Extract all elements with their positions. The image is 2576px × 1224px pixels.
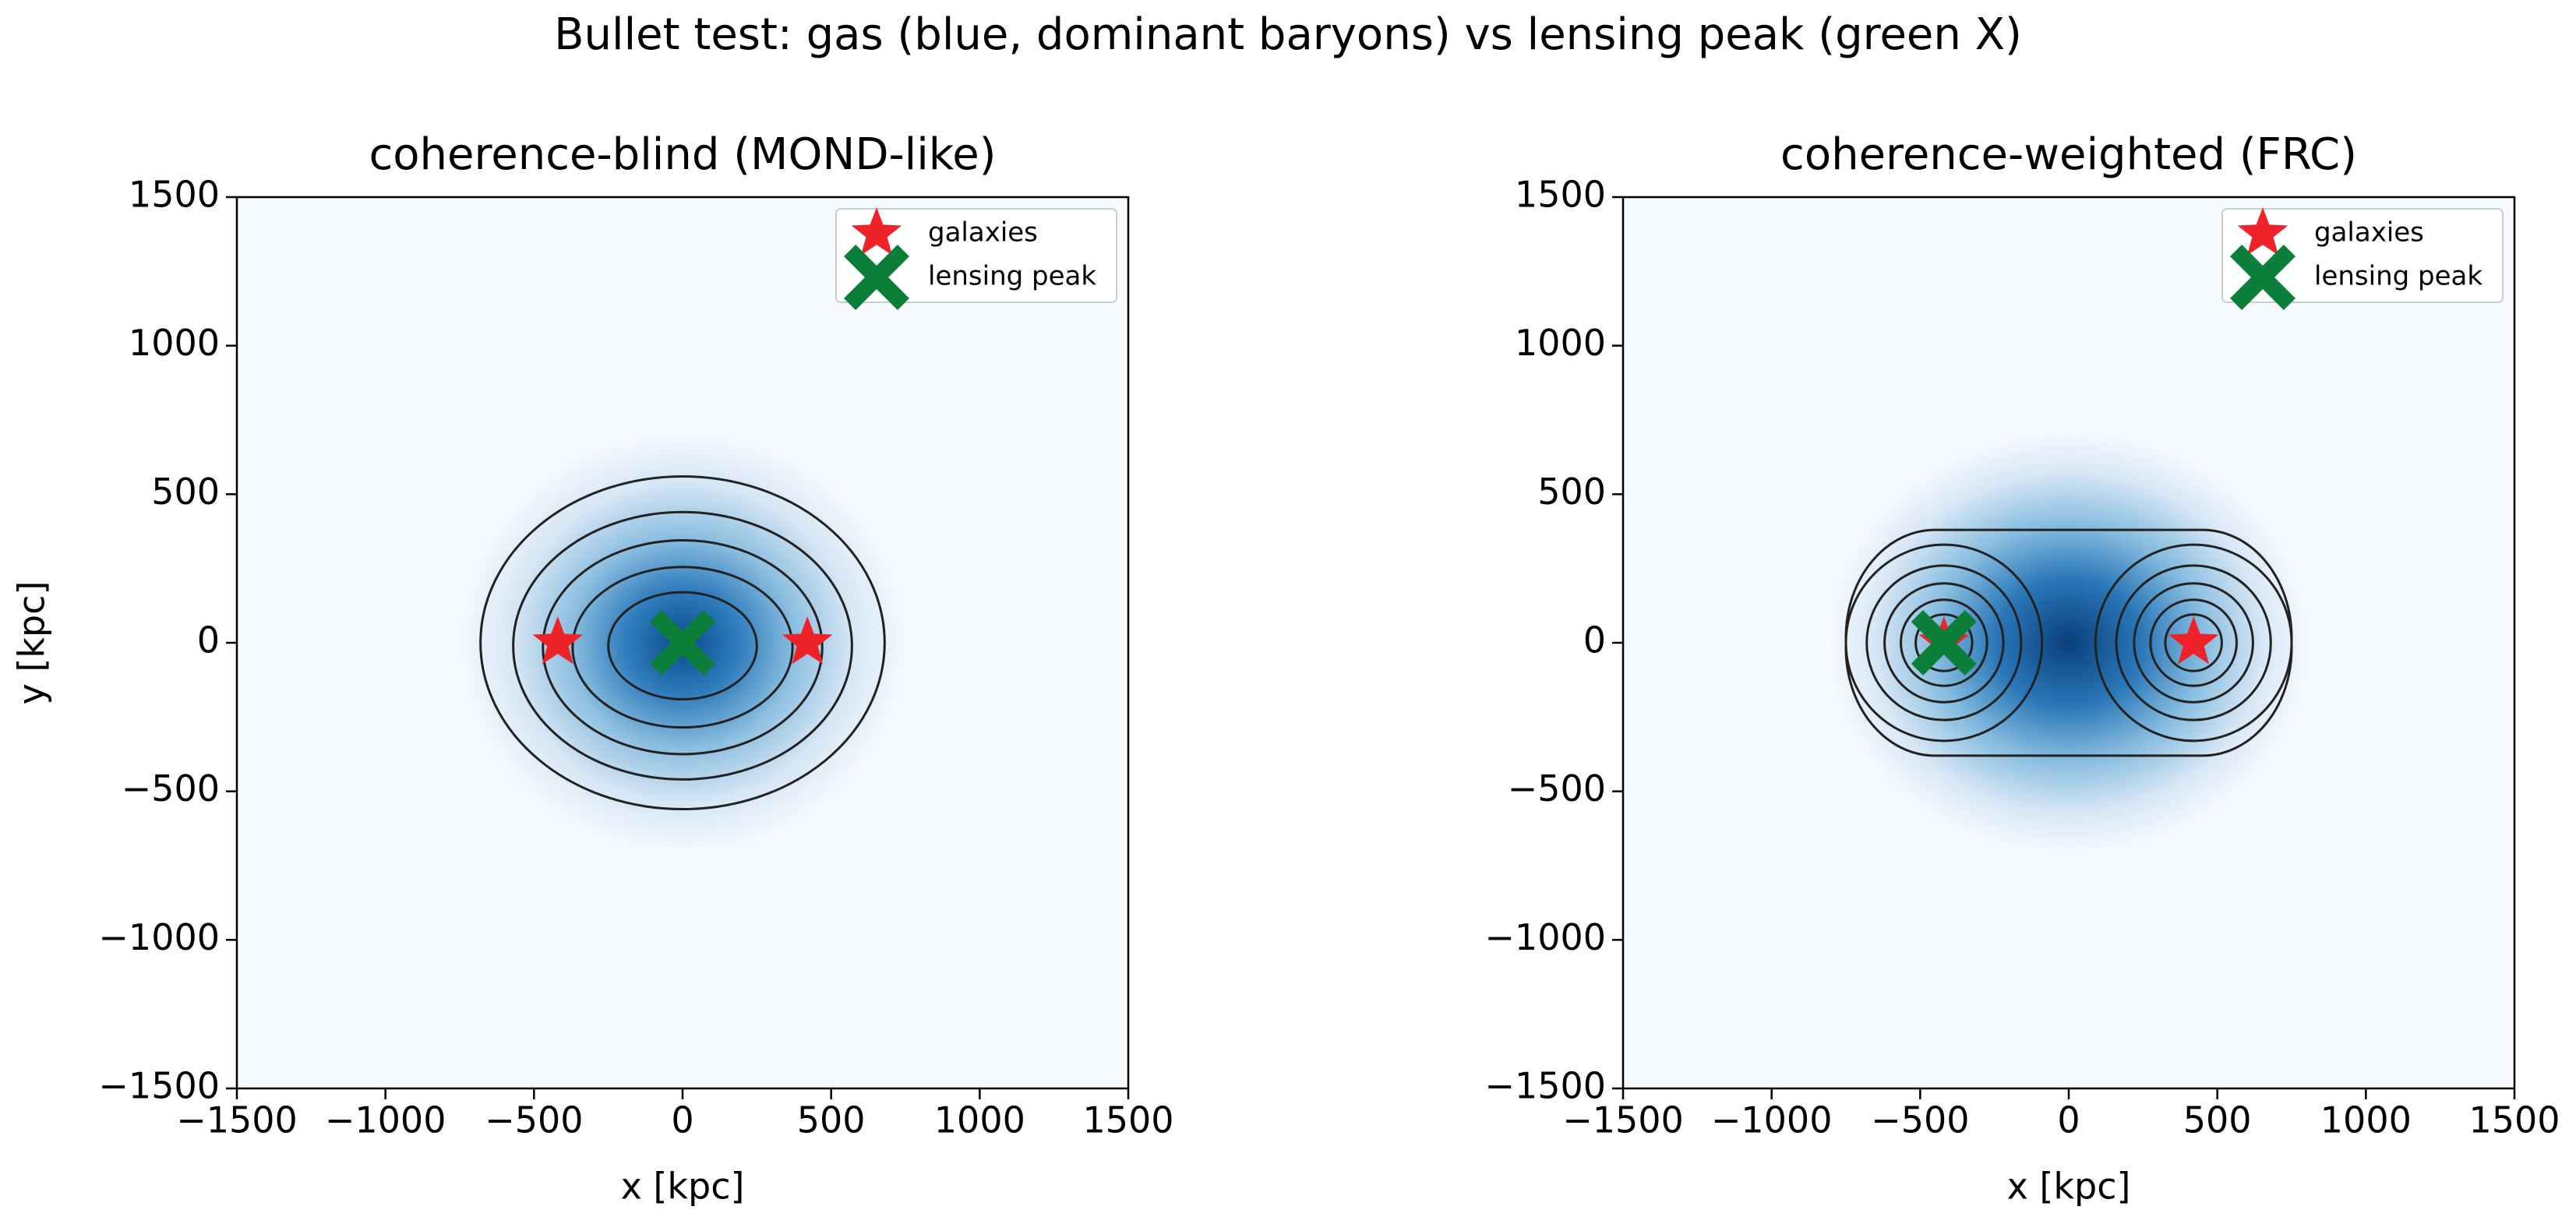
x-tick-label: −1500 bbox=[176, 1099, 298, 1141]
figure-title: Bullet test: gas (blue, dominant baryons… bbox=[554, 9, 2022, 60]
legend-box bbox=[835, 208, 1117, 303]
star-marker bbox=[851, 207, 902, 256]
y-tick-label: −1500 bbox=[1484, 1065, 1606, 1107]
x-tick-label: −1500 bbox=[1562, 1099, 1684, 1141]
y-tick-label: 1000 bbox=[1515, 322, 1606, 364]
star-marker bbox=[2237, 207, 2288, 256]
x-tick-label: −1000 bbox=[325, 1099, 446, 1141]
x-tick-label: −1000 bbox=[1711, 1099, 1833, 1141]
contour bbox=[1914, 613, 1974, 672]
subplot-title: coherence-weighted (FRC) bbox=[1780, 129, 2357, 180]
legend-label: lensing peak bbox=[928, 261, 1096, 292]
y-axis-label: y [kpc] bbox=[11, 581, 53, 705]
contour bbox=[1865, 564, 2023, 721]
x-tick-label: 0 bbox=[671, 1099, 693, 1141]
x-tick-label: 1000 bbox=[934, 1099, 1025, 1141]
x-tick-label: 1000 bbox=[2320, 1099, 2412, 1141]
contour bbox=[1844, 543, 2044, 743]
x-marker bbox=[650, 610, 715, 675]
x-axis-label: x [kpc] bbox=[621, 1166, 745, 1208]
contour bbox=[2133, 582, 2254, 704]
contour bbox=[2115, 564, 2272, 721]
y-tick-label: 0 bbox=[197, 619, 220, 661]
contour bbox=[2094, 543, 2293, 743]
legend-label: lensing peak bbox=[2314, 261, 2482, 292]
y-tick-label: −1500 bbox=[98, 1065, 220, 1107]
legend-box bbox=[2221, 208, 2504, 303]
x-tick-label: 0 bbox=[2057, 1099, 2080, 1141]
y-tick-label: −1000 bbox=[98, 916, 220, 958]
contour bbox=[542, 538, 824, 756]
legend-label: galaxies bbox=[2314, 217, 2424, 249]
subplot-title: coherence-blind (MOND-like) bbox=[369, 129, 997, 180]
legend-label: galaxies bbox=[928, 217, 1038, 249]
contour bbox=[479, 474, 886, 811]
contour bbox=[571, 566, 794, 729]
contour bbox=[512, 510, 853, 781]
gas-density bbox=[1825, 429, 2313, 857]
star-marker bbox=[532, 616, 584, 665]
x-tick-label: 1500 bbox=[1082, 1099, 1173, 1141]
x-tick-label: 500 bbox=[2183, 1099, 2252, 1141]
y-tick-label: 500 bbox=[1537, 471, 1606, 513]
x-tick-label: −500 bbox=[1871, 1099, 1969, 1141]
contour bbox=[1900, 598, 1988, 687]
contour bbox=[2149, 598, 2238, 687]
y-tick-label: 500 bbox=[151, 471, 220, 513]
y-tick-label: −500 bbox=[1508, 767, 1606, 810]
star-marker bbox=[2168, 616, 2219, 665]
x-marker bbox=[2230, 245, 2295, 310]
x-axis-label: x [kpc] bbox=[2007, 1166, 2131, 1208]
x-tick-label: −500 bbox=[485, 1099, 583, 1141]
x-marker bbox=[1911, 610, 1977, 675]
y-tick-label: 1500 bbox=[129, 174, 220, 216]
y-tick-label: 1000 bbox=[129, 322, 220, 364]
x-tick-label: 1500 bbox=[2468, 1099, 2560, 1141]
contour bbox=[2164, 613, 2223, 672]
contour bbox=[1883, 582, 2005, 704]
x-marker bbox=[844, 245, 909, 310]
y-tick-label: 1500 bbox=[1515, 174, 1606, 216]
y-tick-label: 0 bbox=[1583, 619, 1606, 661]
star-marker bbox=[782, 616, 833, 665]
contour bbox=[607, 591, 758, 700]
y-tick-label: −1000 bbox=[1484, 916, 1606, 958]
y-tick-label: −500 bbox=[122, 767, 220, 810]
x-tick-label: 500 bbox=[797, 1099, 866, 1141]
